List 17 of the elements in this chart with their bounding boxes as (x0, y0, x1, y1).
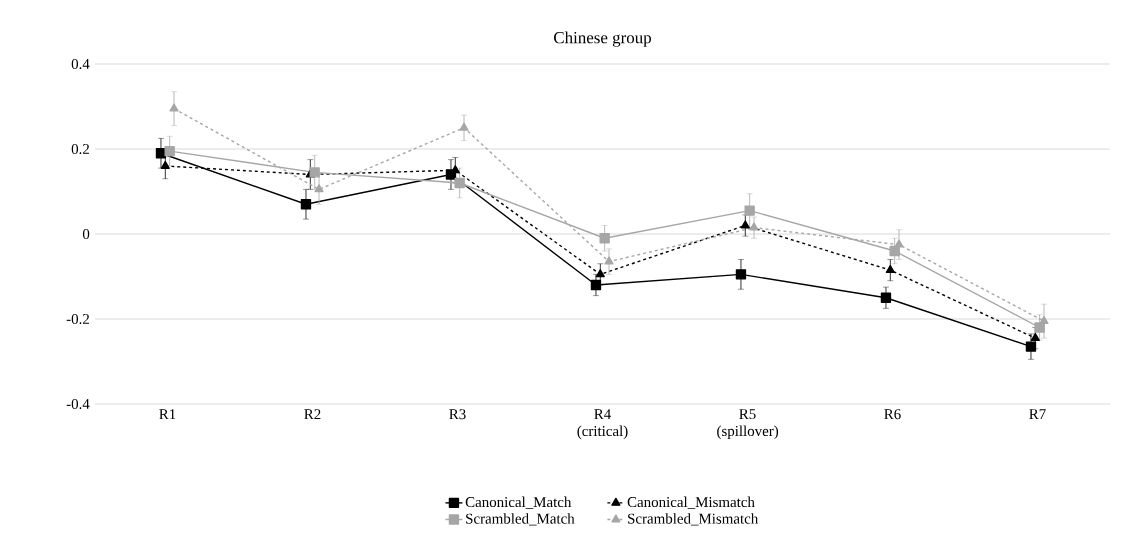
legend-label: Scrambled_Match (466, 513, 575, 526)
legend-label: Canonical_Match (465, 496, 572, 509)
x-tick-label: R2 (304, 409, 321, 420)
legend-label: Scrambled_Mismatch (628, 513, 759, 526)
legend-label: Canonical_Mismatch (627, 496, 755, 509)
y-tick-label: 0.2 (71, 143, 89, 155)
chart-title: Chinese group (554, 31, 651, 47)
x-tick-label: R5 (spillover) (717, 409, 779, 440)
x-tick-label: R3 (449, 409, 466, 420)
y-tick-label: -0.4 (66, 398, 90, 410)
y-tick-label: 0 (82, 228, 90, 240)
x-tick-label: R4 (critical) (577, 409, 628, 440)
y-tick-label: -0.2 (66, 313, 89, 325)
x-tick-label: R7 (1029, 409, 1046, 419)
x-tick-label: R6 (884, 409, 901, 420)
x-tick-label: R1 (159, 409, 176, 420)
y-tick-label: 0.4 (71, 58, 90, 70)
